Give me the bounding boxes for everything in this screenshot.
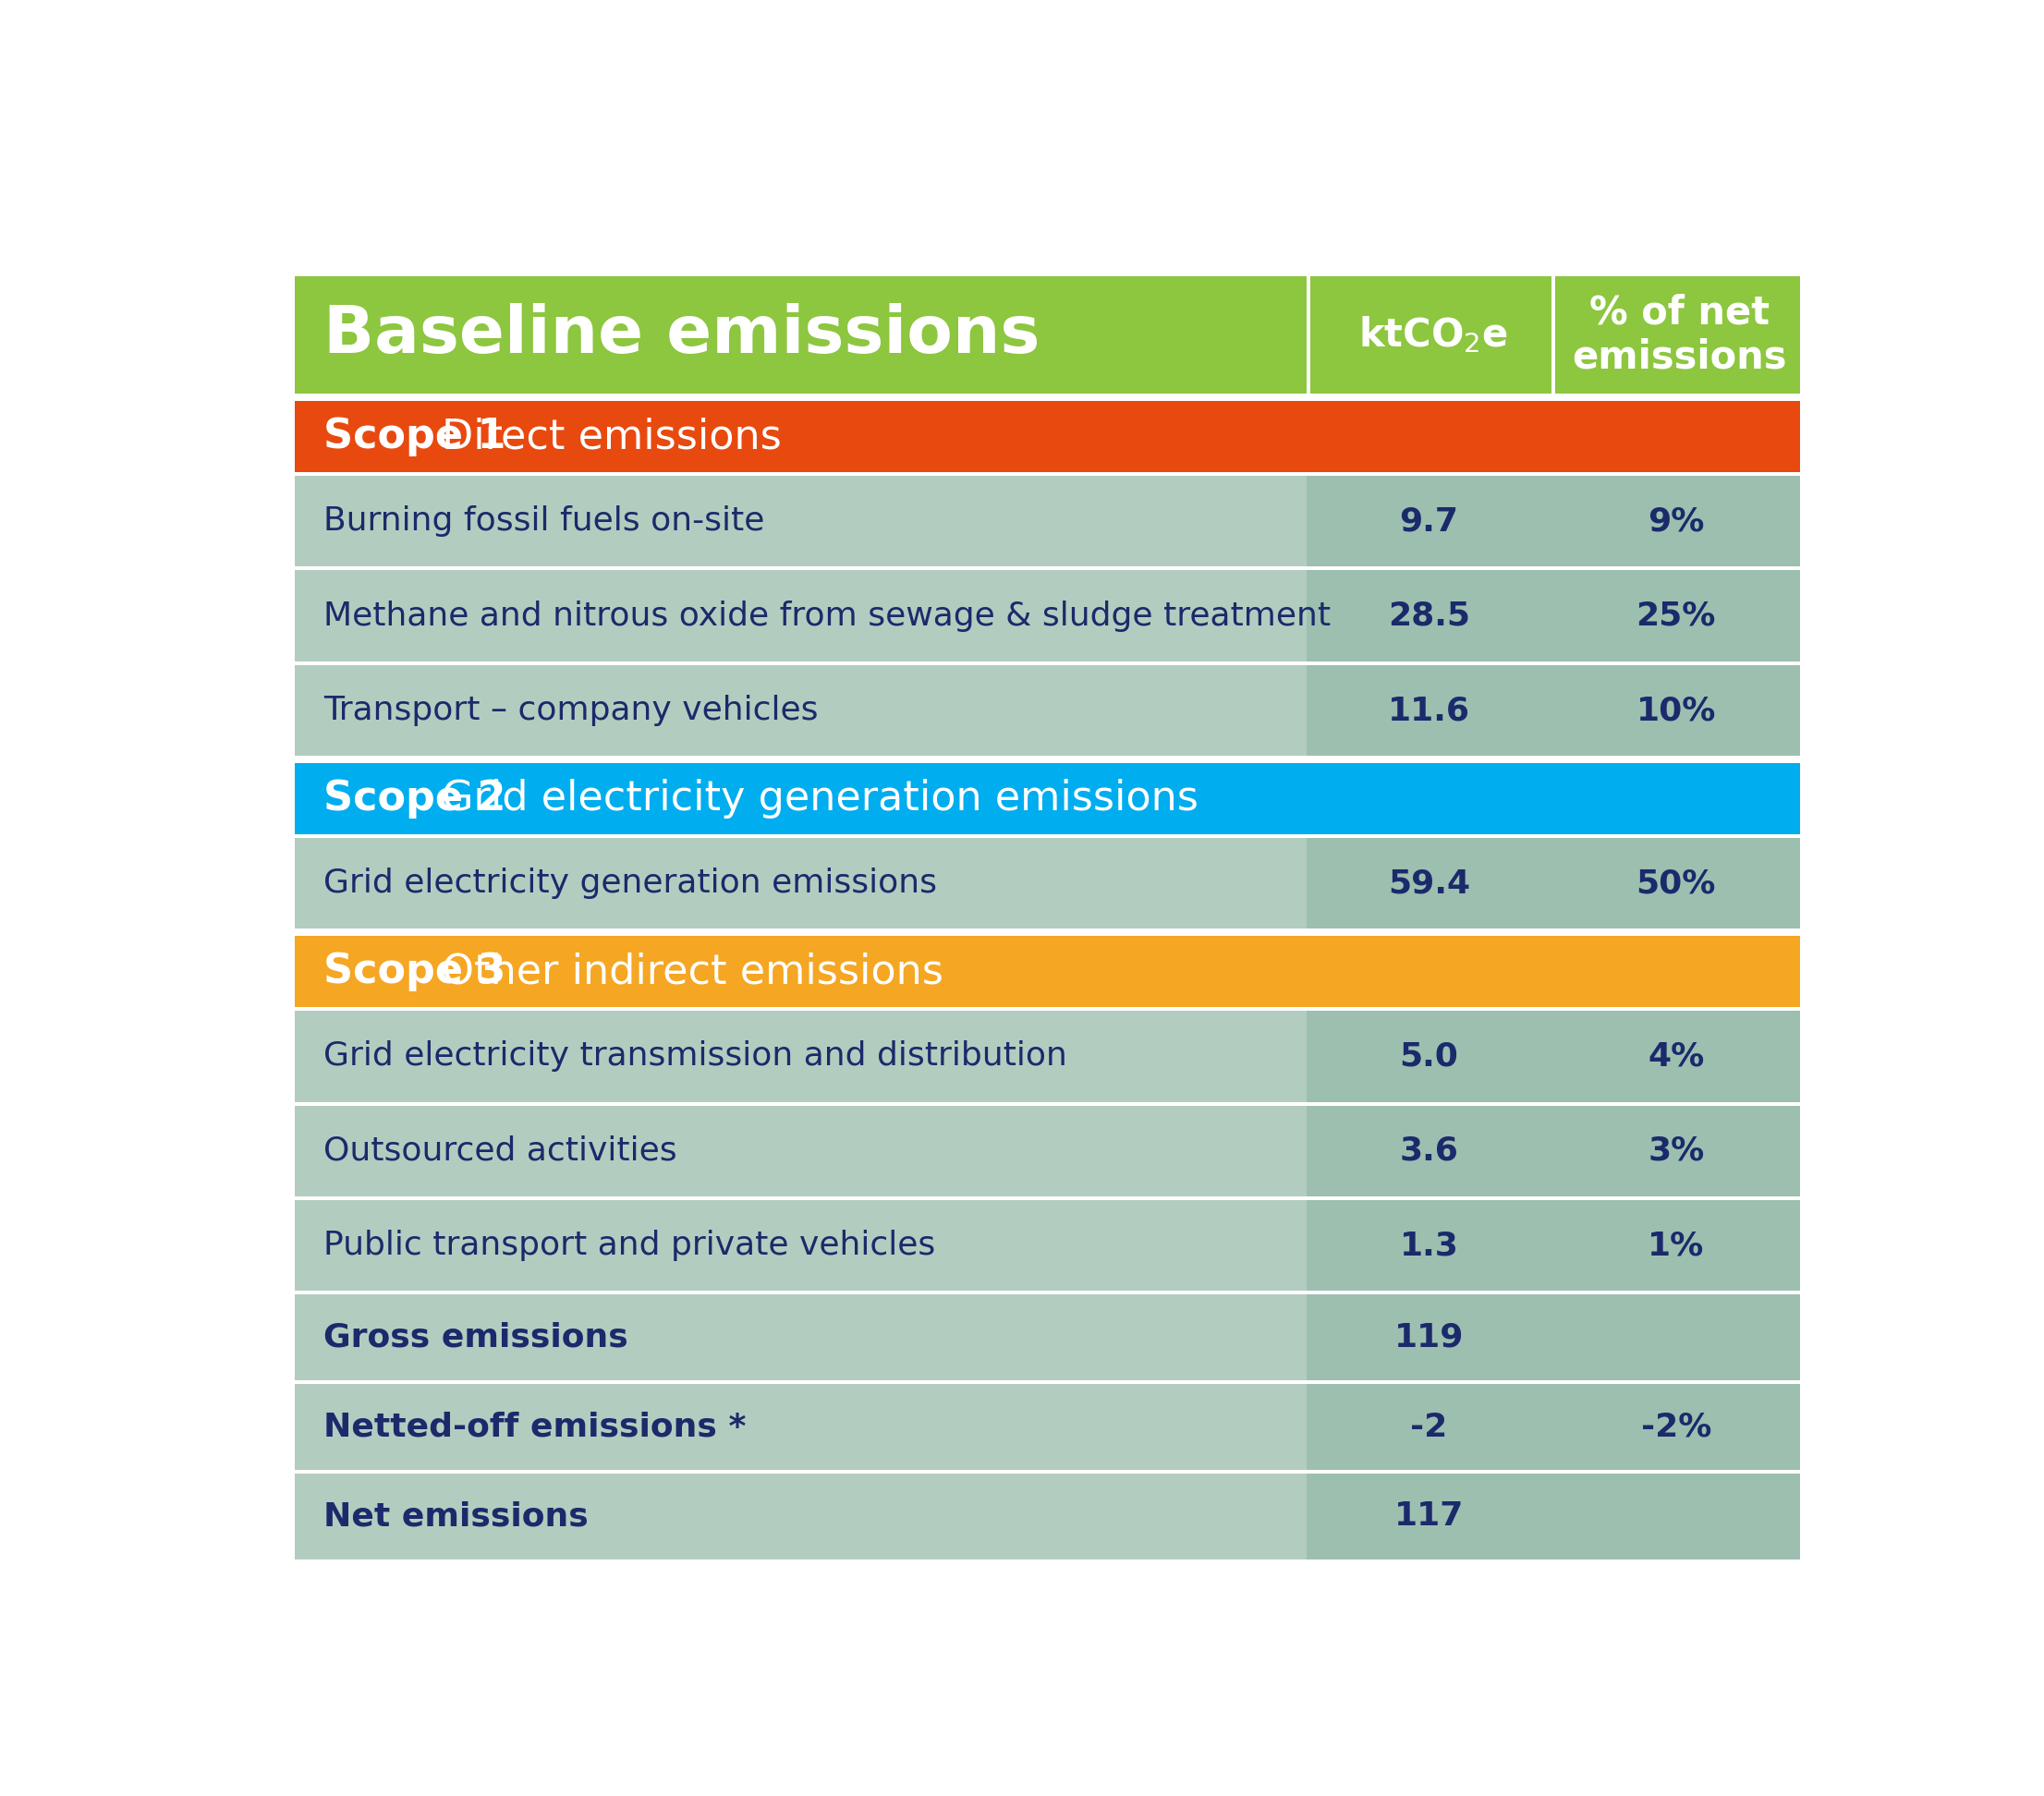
Bar [294, 833, 1801, 839]
Text: ktCO$_2$e: ktCO$_2$e [1357, 314, 1508, 356]
Text: Public transport and private vehicles: Public transport and private vehicles [323, 1230, 936, 1261]
Bar [1306, 1200, 1551, 1291]
Text: 3.6: 3.6 [1400, 1135, 1459, 1167]
Text: 50%: 50% [1635, 867, 1715, 900]
Bar [1551, 665, 1801, 756]
Bar [1306, 277, 1310, 393]
Bar [1551, 1473, 1801, 1559]
Bar [1551, 277, 1801, 393]
Bar [294, 763, 1801, 833]
Bar [1306, 665, 1551, 756]
Bar [294, 1381, 1801, 1385]
Text: 1%: 1% [1647, 1230, 1705, 1261]
Bar [294, 393, 1801, 401]
Bar [294, 1200, 1306, 1291]
Text: 117: 117 [1394, 1501, 1464, 1532]
Text: Netted-off emissions *: Netted-off emissions * [323, 1412, 746, 1442]
Bar [1306, 277, 1551, 393]
Text: 28.5: 28.5 [1388, 600, 1470, 632]
Text: -2%: -2% [1641, 1412, 1711, 1442]
Bar [1306, 571, 1551, 661]
Text: Scope 2: Scope 2 [323, 779, 507, 819]
Text: Gross emissions: Gross emissions [323, 1322, 628, 1354]
Text: Grid electricity generation emissions: Grid electricity generation emissions [442, 779, 1198, 819]
Bar [294, 1011, 1306, 1101]
Bar [1306, 839, 1551, 929]
Text: 5.0: 5.0 [1400, 1040, 1459, 1072]
Bar [1551, 1011, 1801, 1101]
Bar [294, 1008, 1801, 1011]
Bar [1551, 1106, 1801, 1196]
Text: Baseline emissions: Baseline emissions [323, 304, 1040, 366]
Text: Transport – company vehicles: Transport – company vehicles [323, 695, 818, 726]
Bar [1306, 1473, 1551, 1559]
Bar [294, 929, 1801, 936]
Text: -2: -2 [1410, 1412, 1447, 1442]
Bar [1306, 1385, 1551, 1469]
Text: 119: 119 [1394, 1322, 1464, 1354]
Bar [294, 401, 1801, 472]
Text: 25%: 25% [1635, 600, 1715, 632]
Text: Grid electricity generation emissions: Grid electricity generation emissions [323, 867, 936, 900]
Text: Burning fossil fuels on-site: Burning fossil fuels on-site [323, 505, 764, 537]
Text: 11.6: 11.6 [1388, 695, 1470, 726]
Text: 1.3: 1.3 [1400, 1230, 1459, 1261]
Bar [294, 1106, 1306, 1196]
Bar [294, 1291, 1801, 1295]
Bar [294, 839, 1306, 929]
Bar [1551, 571, 1801, 661]
Bar [1551, 1200, 1801, 1291]
Bar [294, 1101, 1801, 1106]
Bar [1551, 1385, 1801, 1469]
Text: Outsourced activities: Outsourced activities [323, 1135, 677, 1167]
Bar [294, 476, 1306, 566]
Bar [294, 1473, 1306, 1559]
Text: 3%: 3% [1647, 1135, 1705, 1167]
Text: 9%: 9% [1647, 505, 1705, 537]
Text: Scope 1: Scope 1 [323, 417, 507, 456]
Bar [294, 1196, 1801, 1200]
Text: Other indirect emissions: Other indirect emissions [442, 952, 944, 991]
Text: Net emissions: Net emissions [323, 1501, 589, 1532]
Bar [294, 661, 1801, 665]
Bar [1551, 476, 1801, 566]
Bar [1306, 1106, 1551, 1196]
Bar [1551, 1295, 1801, 1381]
Bar [294, 472, 1801, 476]
Bar [294, 1469, 1801, 1473]
Text: Grid electricity transmission and distribution: Grid electricity transmission and distri… [323, 1040, 1067, 1072]
Text: Direct emissions: Direct emissions [442, 417, 781, 456]
Bar [294, 566, 1801, 571]
Text: 9.7: 9.7 [1400, 505, 1459, 537]
Text: 10%: 10% [1635, 695, 1715, 726]
Text: % of net
emissions: % of net emissions [1572, 293, 1786, 377]
Bar [294, 665, 1306, 756]
Bar [294, 756, 1801, 763]
Bar [1551, 277, 1555, 393]
Bar [1306, 476, 1551, 566]
Text: 4%: 4% [1647, 1040, 1705, 1072]
Bar [294, 1385, 1306, 1469]
Bar [294, 277, 1306, 393]
Bar [1306, 1011, 1551, 1101]
Bar [294, 936, 1801, 1008]
Bar [294, 571, 1306, 661]
Bar [294, 1295, 1306, 1381]
Bar [1306, 1295, 1551, 1381]
Bar [1551, 839, 1801, 929]
Text: 59.4: 59.4 [1388, 867, 1470, 900]
Text: Methane and nitrous oxide from sewage & sludge treatment: Methane and nitrous oxide from sewage & … [323, 600, 1331, 632]
Text: Scope 3: Scope 3 [323, 952, 507, 991]
